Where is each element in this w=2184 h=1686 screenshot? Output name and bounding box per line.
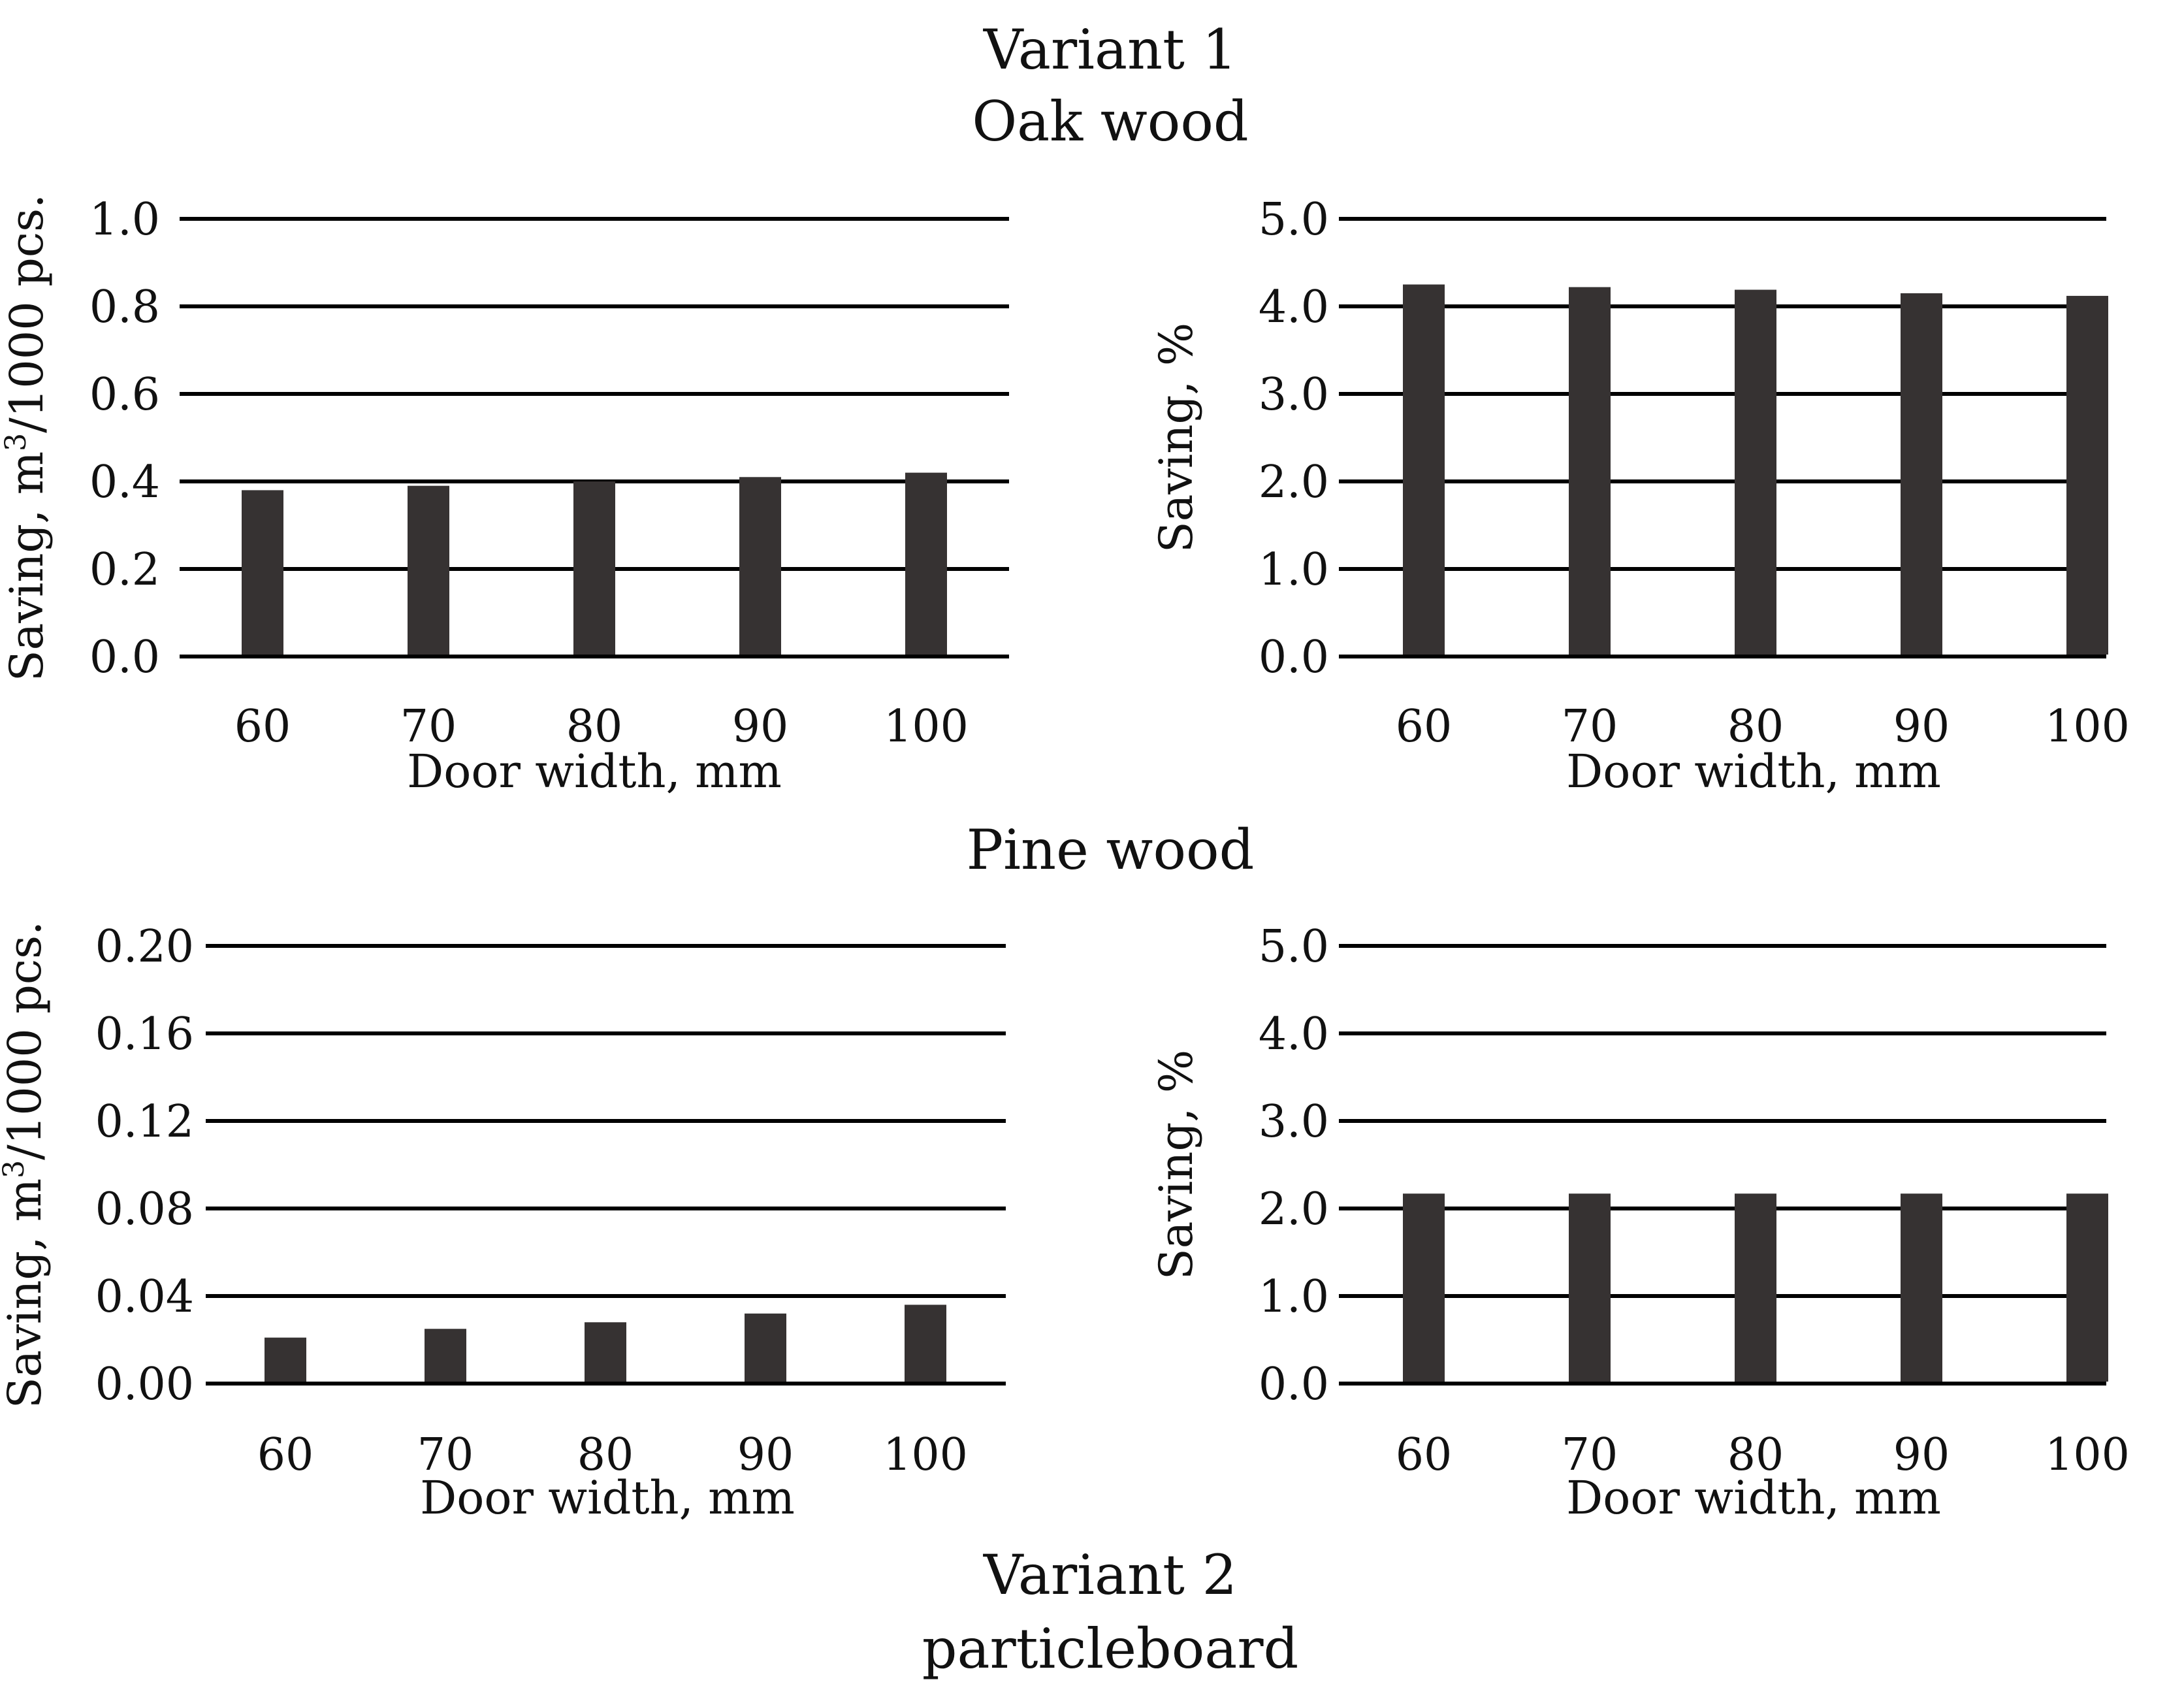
y-tick-label: 0.12: [95, 1096, 194, 1148]
x-tick-label: 100: [2045, 701, 2130, 753]
y-axis-title: Saving, m3/1000 pcs.: [0, 921, 52, 1409]
bar-80: [1735, 289, 1776, 655]
bar-80: [585, 1322, 626, 1382]
pine-percent-chart: 0.0 1.0 2.0 3.0 4.0 5.0 60 70 80 90 100 Door width,…: [1149, 921, 2130, 1525]
y-tick-label: 2.0: [1259, 1184, 1329, 1235]
y-tick-label: 3.0: [1259, 1096, 1329, 1148]
x-tick-label: 100: [2045, 1429, 2130, 1481]
bar-60: [265, 1337, 306, 1382]
bar-90: [1901, 1193, 1942, 1382]
oak-wood-heading: Oak wood: [972, 89, 1248, 154]
variant-1-heading: Variant 1: [983, 18, 1237, 82]
x-tick-label: 100: [883, 1429, 968, 1481]
y-tick-label: 0.6: [89, 369, 160, 421]
bar-80: [573, 481, 615, 655]
x-tick-label: 70: [400, 701, 457, 753]
bar-100: [2066, 295, 2108, 655]
bar-70: [425, 1329, 466, 1382]
x-tick-label: 80: [566, 701, 623, 753]
x-tick-label: 100: [884, 701, 969, 753]
x-tick-label: 90: [1893, 701, 1950, 753]
y-tick-label: 0.16: [95, 1009, 194, 1060]
x-tick-label: 80: [1727, 1429, 1784, 1481]
y-tick-label: 0.0: [89, 632, 160, 683]
bar-60: [1403, 284, 1445, 655]
x-axis-title: Door width, mm: [1566, 745, 1941, 798]
x-tick-label: 70: [417, 1429, 474, 1481]
x-tick-label: 90: [1893, 1429, 1950, 1481]
bar-70: [1569, 287, 1611, 655]
y-tick-label: 0.08: [95, 1184, 194, 1235]
y-tick-label: 0.00: [95, 1359, 194, 1410]
pine-volume-chart: 0.00 0.04 0.08 0.12 0.16 0.20 60 70 80 90 100 Door …: [0, 921, 1006, 1525]
y-tick-label: 5.0: [1259, 921, 1329, 973]
oak-percent-chart: 0.0 1.0 2.0 3.0 4.0 5.0 60 70 80 90 100 Door width,…: [1149, 194, 2130, 798]
x-tick-label: 70: [1562, 1429, 1618, 1481]
bar-60: [242, 490, 283, 655]
bar-90: [745, 1313, 786, 1382]
x-tick-label: 90: [737, 1429, 794, 1481]
bar-70: [1569, 1193, 1611, 1382]
x-tick-label: 70: [1562, 701, 1618, 753]
y-axis-title: Saving, m3/1000 pcs.: [0, 194, 54, 682]
y-tick-label: 0.0: [1259, 1359, 1329, 1410]
x-tick-label: 60: [234, 701, 291, 753]
y-tick-label: 0.0: [1259, 632, 1329, 683]
particleboard-heading: particleboard: [922, 1617, 1299, 1681]
x-tick-label: 60: [257, 1429, 314, 1481]
bar-90: [739, 477, 781, 655]
y-tick-label: 1.0: [1259, 1271, 1329, 1323]
y-tick-label: 0.2: [89, 544, 160, 596]
bar-90: [1901, 293, 1942, 655]
x-axis-title: Door width, mm: [420, 1471, 795, 1525]
x-tick-label: 60: [1396, 701, 1453, 753]
bar-100: [905, 1305, 946, 1382]
bar-70: [408, 485, 449, 655]
y-tick-label: 1.0: [89, 194, 160, 246]
y-tick-label: 0.4: [89, 457, 160, 508]
bar-60: [1403, 1193, 1445, 1382]
x-axis-title: Door width, mm: [407, 745, 782, 798]
x-tick-label: 80: [577, 1429, 634, 1481]
x-tick-label: 80: [1727, 701, 1784, 753]
y-tick-label: 0.20: [95, 921, 194, 973]
pine-wood-heading: Pine wood: [967, 818, 1255, 882]
y-tick-label: 5.0: [1259, 194, 1329, 246]
bar-80: [1735, 1193, 1776, 1382]
y-tick-label: 0.8: [89, 282, 160, 333]
y-tick-label: 3.0: [1259, 369, 1329, 421]
oak-volume-chart: 0.0 0.2 0.4 0.6 0.8 1.0 60 70 80 90 100 Door width,…: [0, 194, 1009, 798]
y-axis-title: Saving, %: [1149, 323, 1203, 553]
x-tick-label: 60: [1396, 1429, 1453, 1481]
y-tick-label: 4.0: [1259, 1009, 1329, 1060]
bar-100: [2066, 1193, 2108, 1382]
variant-2-heading: Variant 2: [983, 1543, 1237, 1607]
x-axis-title: Door width, mm: [1566, 1471, 1941, 1525]
y-tick-label: 1.0: [1259, 544, 1329, 596]
y-tick-label: 0.04: [95, 1271, 194, 1323]
y-axis-title: Saving, %: [1149, 1050, 1203, 1280]
y-tick-label: 2.0: [1259, 457, 1329, 508]
bar-100: [905, 472, 947, 655]
y-tick-label: 4.0: [1259, 282, 1329, 333]
x-tick-label: 90: [732, 701, 789, 753]
